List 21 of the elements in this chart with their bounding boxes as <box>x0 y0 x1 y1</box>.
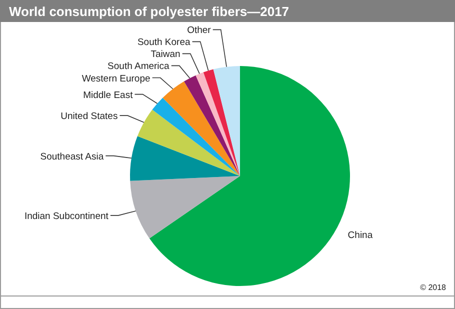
pie-slice <box>162 81 240 176</box>
slice-label: South America <box>108 61 170 72</box>
slice-label: Indian Subcontinent <box>24 210 109 222</box>
pie-slice <box>130 176 240 238</box>
slice-label: Middle East <box>83 90 134 101</box>
slice-label: Other <box>187 25 211 36</box>
pie-slice <box>203 69 240 176</box>
slice-label: China <box>348 230 374 241</box>
pie-slice <box>184 75 240 176</box>
text: © 2018 <box>420 283 447 292</box>
pie-slice <box>130 136 240 181</box>
slice-label: Taiwan <box>150 49 180 60</box>
slice-label: Western Europe <box>82 73 150 84</box>
slice-label: South Korea <box>137 37 191 48</box>
pie-slice <box>196 72 240 176</box>
chart-title: World consumption of polyester fibers—2017 <box>9 4 290 19</box>
slice-label: Southeast Asia <box>40 151 104 162</box>
pie-slice <box>152 98 240 176</box>
pie-slice <box>137 110 240 176</box>
pie-slice <box>213 66 240 176</box>
slice-label: United States <box>60 111 118 122</box>
